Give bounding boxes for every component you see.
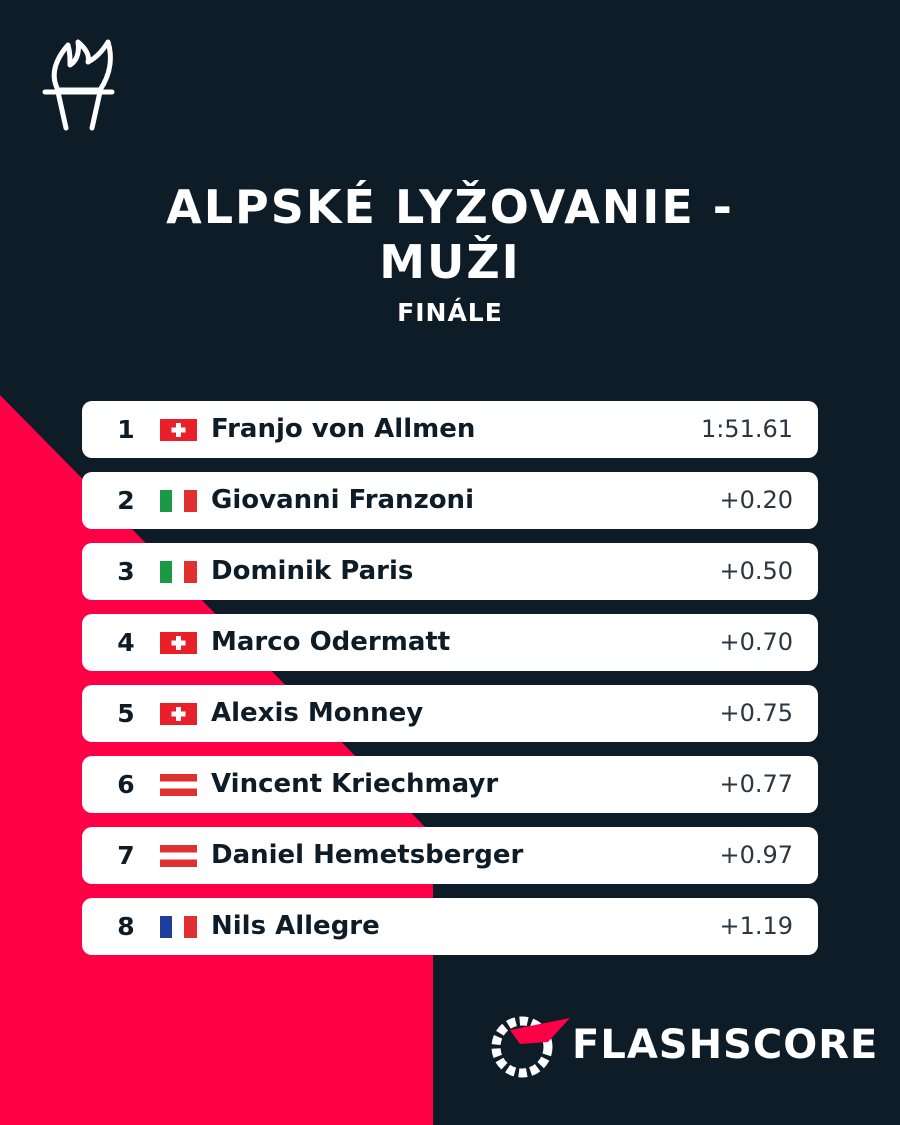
athlete-name: Nils Allegre [211,911,380,941]
time: +0.97 [719,841,793,869]
flag [160,419,197,441]
result-row: 8 Nils Allegre +1.19 [82,898,818,955]
athlete-name: Marco Odermatt [211,627,451,657]
athlete-name: Giovanni Franzoni [211,485,474,515]
athlete-name: Vincent Kriechmayr [211,769,499,799]
rank: 7 [117,841,135,870]
brand-name: FLASHSCORE [572,1022,879,1068]
time: +1.19 [719,912,793,940]
rank: 2 [117,486,135,515]
time: +0.20 [719,486,793,514]
torch-icon [42,39,115,131]
rank: 1 [117,415,135,444]
flag [160,774,197,796]
brand-logo [491,1016,570,1078]
flag [160,845,197,867]
time: +0.50 [719,557,793,585]
result-row: 6 Vincent Kriechmayr +0.77 [82,756,818,813]
result-row: 3 Dominik Paris +0.50 [82,543,818,600]
result-row: 7 Daniel Hemetsberger +0.97 [82,827,818,884]
time: +0.70 [719,628,793,656]
rank: 3 [117,557,135,586]
flag [160,490,197,512]
result-row: 2 Giovanni Franzoni +0.20 [82,472,818,529]
athlete-name: Daniel Hemetsberger [211,840,524,870]
rank: 8 [117,912,135,941]
athlete-name: Dominik Paris [211,556,414,586]
time: +0.77 [719,770,793,798]
flag [160,703,197,725]
time: 1:51.61 [700,415,793,443]
title-line: ALPSKÉ LYŽOVANIE - [166,180,734,234]
flag [160,916,197,938]
time: +0.75 [719,699,793,727]
subtitle: FINÁLE [397,298,503,327]
result-row: 1 Franjo von Allmen 1:51.61 [82,401,818,458]
result-row: 5 Alexis Monney +0.75 [82,685,818,742]
athlete-name: Franjo von Allmen [211,414,476,444]
flag [160,561,197,583]
rank: 6 [117,770,135,799]
title-line: MUŽI [379,235,521,289]
result-row: 4 Marco Odermatt +0.70 [82,614,818,671]
flag [160,632,197,654]
athlete-name: Alexis Monney [211,698,424,728]
rank: 4 [117,628,135,657]
rank: 5 [117,699,135,728]
